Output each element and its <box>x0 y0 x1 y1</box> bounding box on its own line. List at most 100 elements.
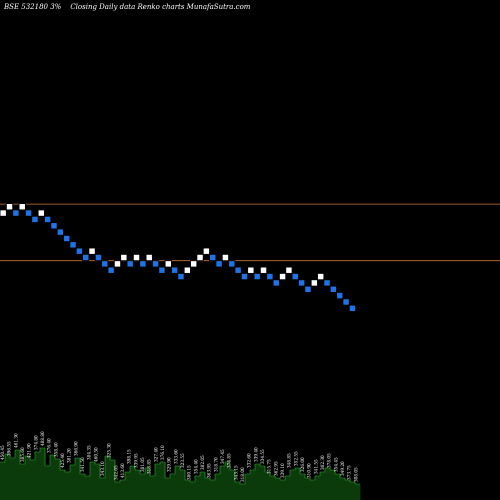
volume-panel <box>0 447 361 500</box>
renko-brick-up <box>221 253 230 262</box>
renko-brick-down <box>94 253 103 262</box>
volume-label: 488.80 <box>40 431 45 446</box>
volume-bar <box>0 462 6 500</box>
volume-bar <box>355 484 361 500</box>
volume-bar <box>230 470 236 500</box>
volume-bar <box>130 466 136 500</box>
volume-bar <box>165 478 171 500</box>
volume-bar <box>60 470 66 500</box>
renko-brick-up <box>285 266 293 274</box>
renko-brick-up <box>183 266 191 274</box>
renko-brick-up <box>0 209 7 217</box>
renko-brick-down <box>266 272 274 281</box>
volume-bar <box>55 459 61 500</box>
volume-bar <box>290 470 296 500</box>
volume-bar <box>225 462 231 500</box>
volume-label: 421.90 <box>27 443 32 458</box>
volume-label: 347.45 <box>220 449 225 464</box>
volume-label: 358.40 <box>53 442 58 457</box>
volume-label: 333.60 <box>173 449 178 464</box>
volume-outline <box>0 447 360 485</box>
renko-brick-down <box>24 209 33 217</box>
chart-tagline: Closing Daily data Renko charts MunafaSu… <box>70 3 250 11</box>
renko-brick-down <box>31 215 39 224</box>
renko-brick-down <box>253 272 261 281</box>
volume-bar <box>260 466 266 500</box>
volume-label: 354.45 <box>333 457 338 472</box>
volume-label: 349.20 <box>340 461 345 476</box>
renko-brick-down <box>63 234 71 243</box>
volume-bar <box>255 464 261 500</box>
chart-symbol: BSE 532180 3% <box>3 3 62 11</box>
volume-label: 343.15 <box>233 465 238 480</box>
volume-bar <box>125 472 131 500</box>
volume-bar <box>280 480 286 500</box>
volume-bar <box>330 470 336 500</box>
volume-label: 352.55 <box>293 451 298 466</box>
volume-bar <box>35 452 41 500</box>
volume-bar <box>5 454 11 500</box>
volume-bar <box>190 482 196 500</box>
volume-bar <box>240 484 246 500</box>
volume-bar <box>40 448 46 500</box>
volume-label: 348.85 <box>287 453 292 468</box>
renko-brick-up <box>278 272 287 281</box>
renko-brick-down <box>151 260 160 268</box>
volume-label: 381.20 <box>67 448 72 463</box>
renko-brick-down <box>329 285 338 293</box>
renko-brick-down <box>56 228 64 236</box>
volume-label: 339.10 <box>280 463 285 478</box>
volume-bar <box>215 474 221 500</box>
volume-label: 396.55 <box>7 441 12 456</box>
renko-brick-down <box>240 272 249 281</box>
volume-bar <box>95 464 101 500</box>
volume-label: 376.10 <box>160 445 165 460</box>
renko-brick-up <box>202 247 210 255</box>
volume-label: 384.35 <box>87 445 92 460</box>
volume-label: 318.70 <box>213 457 218 472</box>
volume-label: 342.05 <box>113 465 118 480</box>
renko-brick-down <box>209 253 217 262</box>
volume-label: 315.75 <box>267 459 272 474</box>
volume-bar <box>70 465 76 500</box>
volume-bar <box>155 464 161 500</box>
volume-bar <box>245 474 251 500</box>
renko-brick-down <box>44 215 52 224</box>
volume-label: 363.95 <box>207 463 212 478</box>
volume-label: 308.05 <box>353 467 358 482</box>
volume-label: 339.95 <box>133 453 138 468</box>
volume-label: 318.85 <box>147 459 152 474</box>
renko-brick-down <box>336 292 344 300</box>
volume-label: 329.90 <box>167 457 172 472</box>
renko-brick-down <box>139 260 147 268</box>
volume-bar <box>340 478 346 500</box>
renko-brick-up <box>132 253 141 262</box>
volume-bar <box>320 472 326 500</box>
volume-bar <box>195 476 201 500</box>
volume-label: 398.15 <box>127 449 132 464</box>
renko-brick-down <box>234 266 242 274</box>
volume-bar <box>350 482 356 500</box>
renko-brick-down <box>126 260 134 268</box>
renko-brick-down <box>291 272 299 281</box>
volume-bar <box>310 480 316 500</box>
volume-bar <box>200 472 206 500</box>
renko-brick-down <box>50 222 58 230</box>
volume-label: 362.95 <box>273 461 278 476</box>
renko-brick-down <box>82 253 90 262</box>
volume-bar <box>300 474 306 500</box>
renko-brick-up <box>310 279 318 287</box>
volume-label: 374.80 <box>33 435 38 450</box>
volume-label: 450.45 <box>0 445 5 460</box>
volume-label: 318.00 <box>240 467 245 482</box>
volume-bar <box>10 458 16 500</box>
volume-bar <box>45 466 51 500</box>
volume-bar <box>275 478 281 500</box>
volume-bar <box>80 474 86 500</box>
volume-bar <box>90 462 96 500</box>
renko-brick-up <box>18 203 26 211</box>
volume-bar <box>75 458 81 500</box>
chart-title: BSE 532180 3% Closing Daily data Renko ch… <box>3 3 251 11</box>
volume-bar <box>65 472 71 500</box>
